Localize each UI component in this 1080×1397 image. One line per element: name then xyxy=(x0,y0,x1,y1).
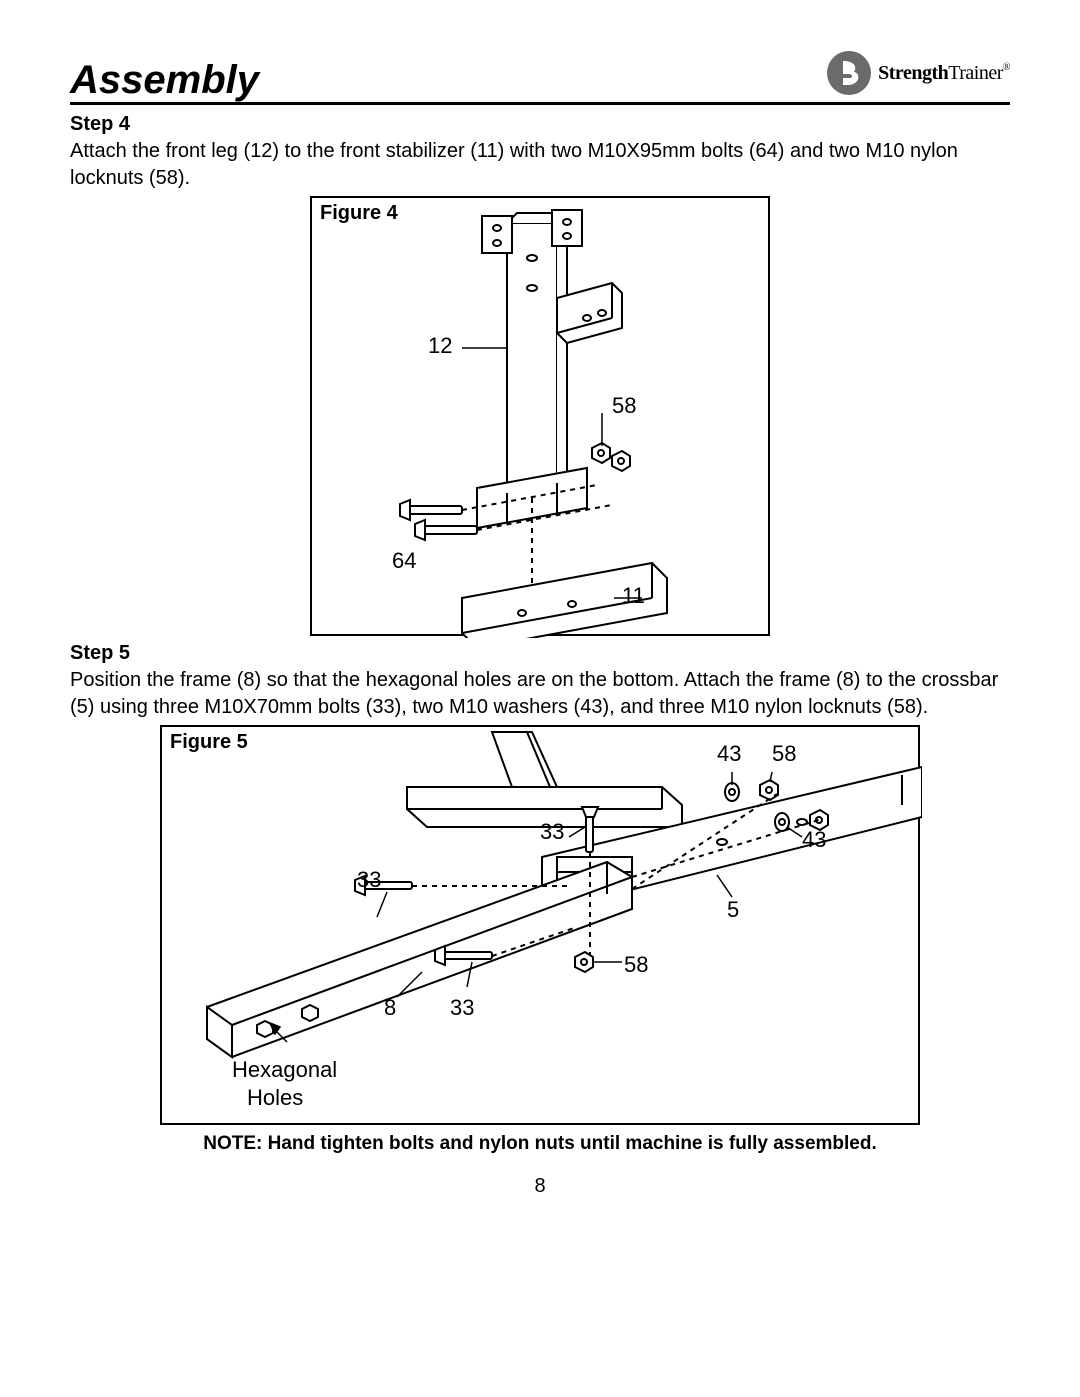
callout-33b: 33 xyxy=(357,867,381,893)
figure-4-wrap: Figure 4 xyxy=(70,196,1010,636)
callout-12: 12 xyxy=(428,333,452,359)
brand-text: StrengthTrainer® xyxy=(878,62,1010,85)
callout-43a: 43 xyxy=(717,741,741,767)
callout-33c: 33 xyxy=(450,995,474,1021)
callout-33a: 33 xyxy=(540,819,564,845)
figure-4-diagram xyxy=(312,198,772,638)
callout-5: 5 xyxy=(727,897,739,923)
brand-first: Strength xyxy=(878,62,948,84)
page-title: Assembly xyxy=(70,60,259,100)
figure-4-label: Figure 4 xyxy=(320,202,398,225)
callout-58a: 58 xyxy=(772,741,796,767)
step5-body: Position the frame (8) so that the hexag… xyxy=(70,667,1010,721)
figure-5: Figure 5 xyxy=(160,725,920,1125)
callout-64: 64 xyxy=(392,548,416,574)
callout-58b: 58 xyxy=(624,952,648,978)
page: Assembly StrengthTrainer® Step 4 Attach … xyxy=(0,0,1080,1238)
step4-body: Attach the front leg (12) to the front s… xyxy=(70,138,1010,192)
step5-title: Step 5 xyxy=(70,642,1010,665)
figure-4: Figure 4 xyxy=(310,196,770,636)
callout-58: 58 xyxy=(612,393,636,419)
figure-5-wrap: Figure 5 xyxy=(70,725,1010,1125)
callout-11: 11 xyxy=(622,583,645,609)
callout-43b: 43 xyxy=(802,827,826,853)
callout-8: 8 xyxy=(384,995,396,1021)
step4-title: Step 4 xyxy=(70,113,1010,136)
note-text: NOTE: Hand tighten bolts and nylon nuts … xyxy=(70,1133,1010,1155)
page-number: 8 xyxy=(70,1175,1010,1198)
header: Assembly StrengthTrainer® xyxy=(70,50,1010,105)
brand-icon xyxy=(826,50,872,96)
callout-holes: Holes xyxy=(247,1085,303,1111)
brand-second: Trainer xyxy=(948,62,1003,84)
figure-5-label: Figure 5 xyxy=(170,731,248,754)
callout-hex: Hexagonal xyxy=(232,1057,337,1083)
brand-logo: StrengthTrainer® xyxy=(826,50,1010,100)
